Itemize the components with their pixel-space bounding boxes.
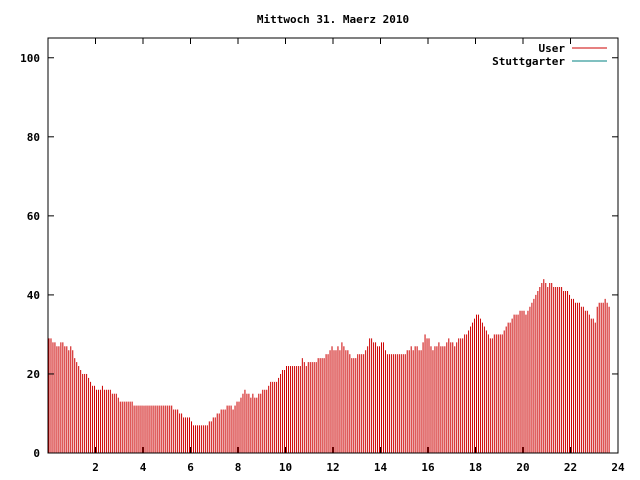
- x-tick-label: 14: [374, 461, 388, 474]
- x-tick-label: 8: [235, 461, 242, 474]
- x-tick-label: 18: [469, 461, 482, 474]
- x-tick-label: 2: [92, 461, 99, 474]
- y-axis: 0 20 40 60 80 100: [20, 52, 618, 460]
- x-tick-label: 12: [326, 461, 339, 474]
- series-user-bars: [48, 279, 610, 453]
- x-tick-label: 20: [516, 461, 529, 474]
- y-tick-label: 60: [27, 210, 40, 223]
- y-tick-label: 40: [27, 289, 40, 302]
- x-axis: 2 4 6 8 10 12 14 16 18 20 22 24: [92, 38, 625, 474]
- chart-title: Mittwoch 31. Maerz 2010: [257, 13, 409, 26]
- x-tick-label: 6: [187, 461, 194, 474]
- x-tick-label: 4: [140, 461, 147, 474]
- y-tick-label: 20: [27, 368, 40, 381]
- plot-area-border: [47, 37, 619, 454]
- y-tick-label: 80: [27, 131, 40, 144]
- x-tick-label: 22: [564, 461, 577, 474]
- y-tick-label: 0: [33, 447, 40, 460]
- y-tick-label: 100: [20, 52, 40, 65]
- legend-label-stuttgarter: Stuttgarter: [492, 55, 565, 68]
- x-tick-label: 24: [611, 461, 625, 474]
- x-tick-label: 16: [421, 461, 435, 474]
- x-tick-label: 10: [279, 461, 292, 474]
- legend-label-user: User: [539, 42, 566, 55]
- legend: User Stuttgarter: [492, 42, 607, 68]
